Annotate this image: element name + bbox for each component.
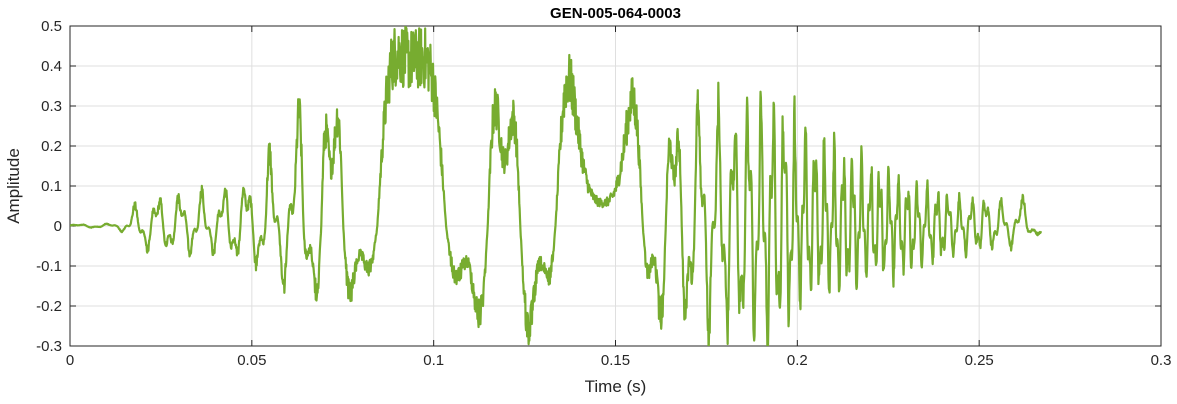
y-tick-label: -0.3 — [36, 338, 62, 355]
y-tick-label: 0.5 — [41, 18, 62, 35]
x-tick-labels: 0 0.05 0.1 0.15 0.2 0.25 0.3 — [66, 352, 1172, 369]
x-tick-label: 0.1 — [423, 352, 444, 369]
x-tick-label: 0.05 — [237, 352, 266, 369]
y-axis-label: Amplitude — [4, 148, 23, 224]
y-tick-label: 0 — [54, 218, 62, 235]
x-tick-label: 0.2 — [787, 352, 808, 369]
y-tick-label: -0.1 — [36, 258, 62, 275]
x-tick-label: 0.15 — [601, 352, 630, 369]
x-tick-label: 0.3 — [1151, 352, 1172, 369]
x-axis-label: Time (s) — [585, 377, 647, 396]
y-tick-label: 0.3 — [41, 98, 62, 115]
series-line-amplitude — [70, 26, 1043, 346]
chart-title: GEN-005-064-0003 — [550, 5, 681, 22]
x-tick-label: 0.25 — [965, 352, 994, 369]
x-tick-label: 0 — [66, 352, 74, 369]
y-tick-label: -0.2 — [36, 298, 62, 315]
y-tick-label: 0.4 — [41, 58, 62, 75]
y-tick-label: 0.1 — [41, 178, 62, 195]
axis-ticks — [69, 25, 1162, 347]
y-tick-labels: -0.3 -0.2 -0.1 0 0.1 0.2 0.3 0.4 0.5 — [36, 18, 62, 355]
y-tick-label: 0.2 — [41, 138, 62, 155]
